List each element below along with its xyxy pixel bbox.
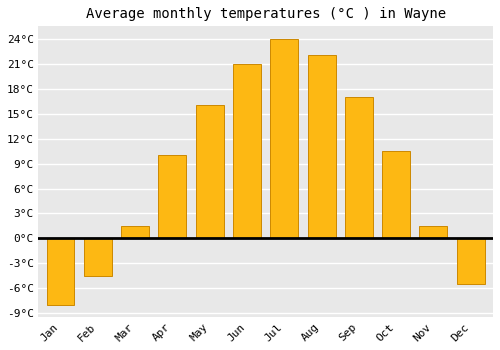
Bar: [84, 238, 112, 276]
Bar: [121, 226, 149, 238]
Bar: [345, 97, 373, 238]
Bar: [196, 105, 224, 238]
Title: Average monthly temperatures (°C ) in Wayne: Average monthly temperatures (°C ) in Wa…: [86, 7, 446, 21]
Bar: [308, 55, 336, 238]
Bar: [420, 226, 448, 238]
Bar: [233, 64, 261, 238]
Bar: [382, 151, 410, 238]
Bar: [46, 238, 74, 305]
Bar: [456, 238, 484, 284]
Bar: [270, 39, 298, 238]
Bar: [158, 155, 186, 238]
